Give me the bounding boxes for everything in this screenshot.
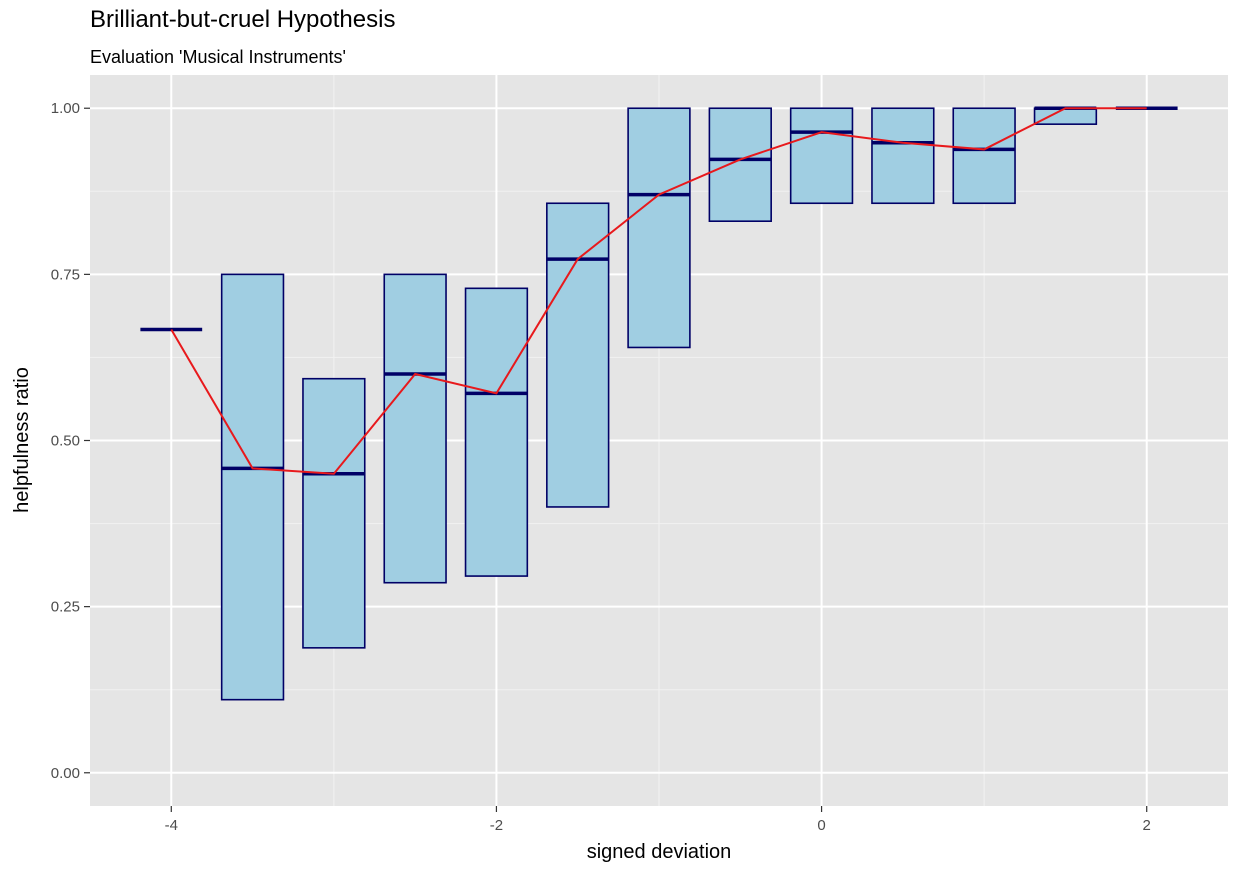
y-tick-label: 0.25 (51, 599, 80, 616)
box (871, 107, 935, 205)
x-axis-title: signed deviation (587, 841, 732, 863)
box (627, 107, 691, 349)
y-axis-title: helpfulness ratio (11, 367, 33, 513)
y-tick-label: 0.75 (51, 266, 80, 283)
y-tick-label: 0.00 (51, 765, 80, 782)
x-tick-label: -4 (165, 817, 178, 834)
box (789, 107, 854, 205)
box (302, 377, 366, 649)
box (383, 273, 447, 584)
mean-line-series (170, 107, 1147, 475)
y-axis: 0.00 0.25 0.50 0.75 1.00 (51, 100, 90, 782)
x-tick-label: 2 (1143, 817, 1151, 834)
mean-line (170, 107, 1147, 475)
box (220, 273, 285, 701)
box-series (140, 106, 1178, 701)
x-axis: -4 -2 0 2 (165, 806, 1151, 834)
chart-subtitle: Evaluation 'Musical Instruments' (90, 47, 346, 67)
x-tick-label: 0 (817, 817, 825, 834)
box (708, 107, 772, 222)
y-tick-label: 1.00 (51, 100, 80, 117)
x-tick-label: -2 (490, 817, 503, 834)
chart-title: Brilliant-but-cruel Hypothesis (90, 6, 396, 33)
y-tick-label: 0.50 (51, 433, 80, 450)
box (1033, 107, 1098, 125)
box (464, 287, 529, 577)
box (952, 107, 1016, 205)
box (546, 202, 610, 508)
